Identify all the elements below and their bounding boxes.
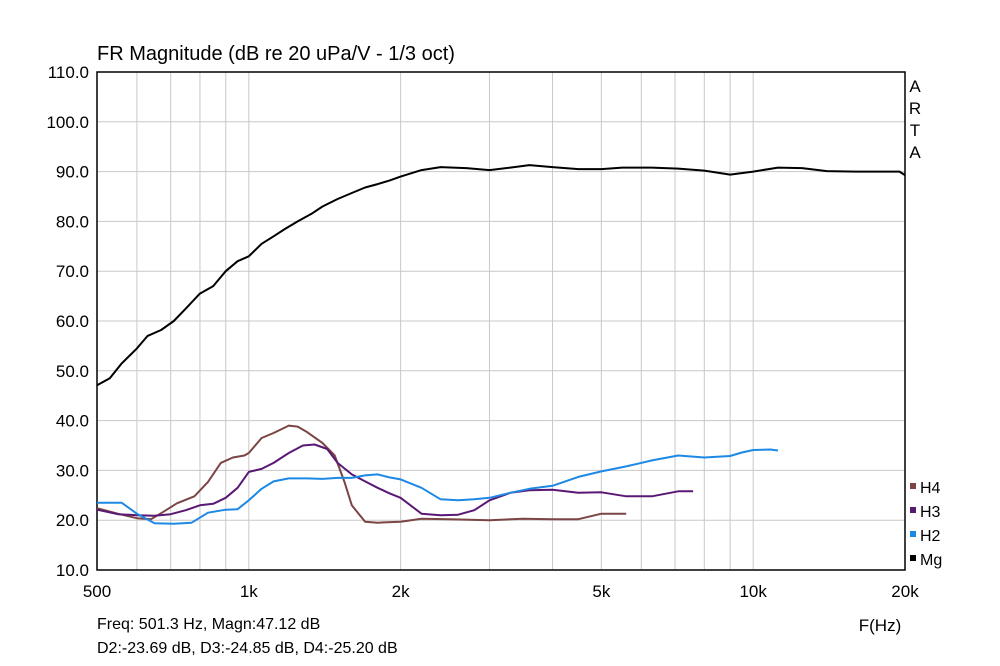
legend-label: H4: [920, 480, 941, 497]
cursor-readout-line2: D2:-23.69 dB, D3:-24.85 dB, D4:-25.20 dB: [97, 640, 398, 657]
series-line-h2: [97, 448, 779, 525]
legend-label: Mg: [920, 552, 942, 569]
y-tick-label: 10.0: [56, 561, 89, 580]
series-line-mg: [96, 164, 906, 387]
watermark-letter: A: [909, 143, 921, 162]
legend-swatch: [910, 507, 916, 513]
y-tick-label: 40.0: [56, 412, 89, 431]
legend-swatch: [910, 531, 916, 537]
x-tick-label: 5k: [592, 582, 610, 601]
series-line-h3: [96, 443, 694, 517]
legend-label: H3: [920, 504, 941, 521]
y-tick-label: 20.0: [56, 511, 89, 530]
series-lines: [96, 164, 906, 525]
y-tick-label: 30.0: [56, 461, 89, 480]
chart-title: FR Magnitude (dB re 20 uPa/V - 1/3 oct): [97, 43, 455, 65]
y-tick-label: 90.0: [56, 163, 89, 182]
x-axis: 500 1k 2k 5k 10k 20k: [83, 582, 919, 601]
y-axis: 10.0 20.0 30.0 40.0 50.0 60.0 70.0 80.0 90.0 100.…: [46, 63, 89, 580]
x-tick-label: 2k: [392, 582, 410, 601]
y-tick-label: 100.0: [46, 113, 89, 132]
x-tick-label: 20k: [891, 582, 919, 601]
legend-swatch: [910, 555, 916, 561]
watermark-letter: T: [910, 121, 920, 140]
legend-label: H2: [920, 528, 941, 545]
y-tick-label: 60.0: [56, 312, 89, 331]
legend-swatch: [910, 483, 916, 489]
y-tick-label: 50.0: [56, 362, 89, 381]
x-tick-label: 500: [83, 582, 111, 601]
watermark-letter: R: [909, 99, 921, 118]
series-line-h4: [96, 424, 627, 524]
legend: H4 H3 H2 Mg: [910, 480, 942, 569]
x-tick-label: 1k: [240, 582, 258, 601]
y-tick-label: 110.0: [48, 63, 89, 82]
cursor-readout-line1: Freq: 501.3 Hz, Magn:47.12 dB: [97, 616, 320, 633]
x-axis-label: F(Hz): [859, 616, 901, 635]
watermark-letter: A: [909, 77, 921, 96]
y-tick-label: 70.0: [56, 262, 89, 281]
plot-frame: [96, 71, 906, 571]
grid-lines: [97, 72, 905, 570]
x-tick-label: 10k: [739, 582, 767, 601]
y-tick-label: 80.0: [56, 212, 89, 231]
